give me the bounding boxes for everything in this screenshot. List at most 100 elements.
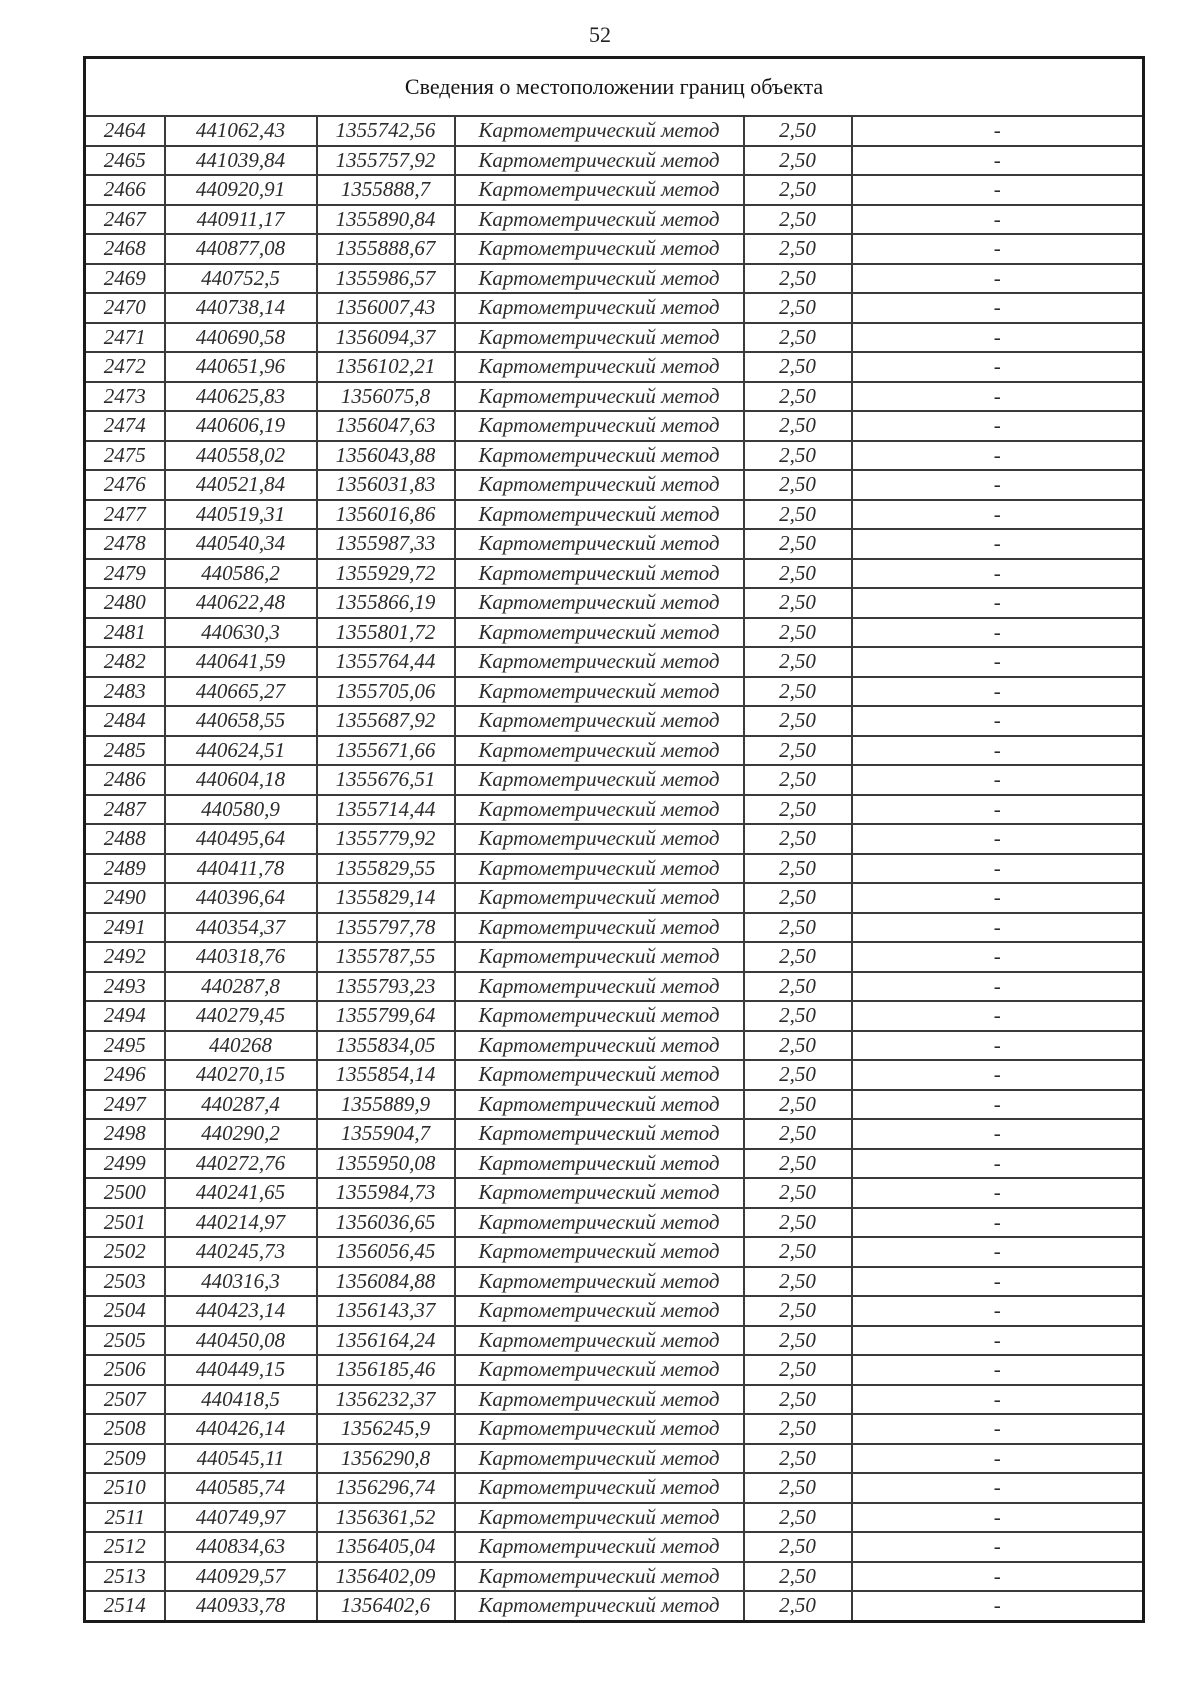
point-number-cell: 2496 — [83, 1059, 166, 1091]
method-cell: Картометрический метод — [453, 1383, 745, 1415]
dash-cell: - — [850, 1383, 1145, 1415]
x-coordinate-cell: 440651,96 — [163, 351, 318, 383]
x-coordinate-cell: 440911,17 — [163, 203, 318, 235]
x-coordinate-cell: 440449,15 — [163, 1354, 318, 1386]
x-coordinate-cell: 440287,4 — [163, 1088, 318, 1120]
dash-cell: - — [850, 1354, 1145, 1386]
point-number-cell: 2481 — [83, 616, 166, 648]
precision-cell: 2,50 — [742, 498, 853, 530]
table-row: 2490 440396,64 1355829,14 Картометрический … — [83, 882, 1145, 914]
dash-cell: - — [850, 911, 1145, 943]
method-cell: Картометрический метод — [453, 1029, 745, 1061]
precision-cell: 2,50 — [742, 793, 853, 825]
point-number-cell: 2484 — [83, 705, 166, 737]
y-coordinate-cell: 1355929,72 — [315, 557, 456, 589]
precision-cell: 2,50 — [742, 1413, 853, 1445]
y-coordinate-cell: 1355986,57 — [315, 262, 456, 294]
y-coordinate-cell: 1355779,92 — [315, 823, 456, 855]
method-cell: Картометрический метод — [453, 1354, 745, 1386]
table-row: 2501 440214,97 1356036,65 Картометрический … — [83, 1206, 1145, 1238]
y-coordinate-cell: 1355888,7 — [315, 174, 456, 206]
precision-cell: 2,50 — [742, 115, 853, 147]
dash-cell: - — [850, 203, 1145, 235]
point-number-cell: 2464 — [83, 115, 166, 147]
method-cell: Картометрический метод — [453, 1177, 745, 1209]
y-coordinate-cell: 1355889,9 — [315, 1088, 456, 1120]
dash-cell: - — [850, 1265, 1145, 1297]
method-cell: Картометрический метод — [453, 793, 745, 825]
method-cell: Картометрический метод — [453, 1472, 745, 1504]
precision-cell: 2,50 — [742, 911, 853, 943]
x-coordinate-cell: 440545,11 — [163, 1442, 318, 1474]
method-cell: Картометрический метод — [453, 1000, 745, 1032]
y-coordinate-cell: 1355829,14 — [315, 882, 456, 914]
x-coordinate-cell: 440834,63 — [163, 1531, 318, 1563]
precision-cell: 2,50 — [742, 144, 853, 176]
x-coordinate-cell: 440604,18 — [163, 764, 318, 796]
method-cell: Картометрический метод — [453, 439, 745, 471]
precision-cell: 2,50 — [742, 1354, 853, 1386]
x-coordinate-cell: 440411,78 — [163, 852, 318, 884]
y-coordinate-cell: 1356185,46 — [315, 1354, 456, 1386]
y-coordinate-cell: 1356232,37 — [315, 1383, 456, 1415]
method-cell: Картометрический метод — [453, 675, 745, 707]
x-coordinate-cell: 441039,84 — [163, 144, 318, 176]
y-coordinate-cell: 1355797,78 — [315, 911, 456, 943]
precision-cell: 2,50 — [742, 1236, 853, 1268]
table-row: 2470 440738,14 1356007,43 Картометрический … — [83, 292, 1145, 324]
dash-cell: - — [850, 852, 1145, 884]
table-row: 2502 440245,73 1356056,45 Картометрический … — [83, 1236, 1145, 1268]
table-row: 2465 441039,84 1355757,92 Картометрический … — [83, 144, 1145, 176]
point-number-cell: 2478 — [83, 528, 166, 560]
y-coordinate-cell: 1355714,44 — [315, 793, 456, 825]
point-number-cell: 2466 — [83, 174, 166, 206]
table-row: 2514 440933,78 1356402,6 Картометрический м… — [83, 1590, 1145, 1622]
point-number-cell: 2487 — [83, 793, 166, 825]
dash-cell: - — [850, 174, 1145, 206]
x-coordinate-cell: 440287,8 — [163, 970, 318, 1002]
y-coordinate-cell: 1356036,65 — [315, 1206, 456, 1238]
dash-cell: - — [850, 380, 1145, 412]
point-number-cell: 2513 — [83, 1560, 166, 1592]
y-coordinate-cell: 1355984,73 — [315, 1177, 456, 1209]
dash-cell: - — [850, 1177, 1145, 1209]
table-row: 2472 440651,96 1356102,21 Картометрический … — [83, 351, 1145, 383]
x-coordinate-cell: 440929,57 — [163, 1560, 318, 1592]
precision-cell: 2,50 — [742, 646, 853, 678]
x-coordinate-cell: 440270,15 — [163, 1059, 318, 1091]
table-row: 2504 440423,14 1356143,37 Картометрический … — [83, 1295, 1145, 1327]
method-cell: Картометрический метод — [453, 911, 745, 943]
y-coordinate-cell: 1356056,45 — [315, 1236, 456, 1268]
table-row: 2483 440665,27 1355705,06 Картометрический … — [83, 675, 1145, 707]
table-row: 2503 440316,3 1356084,88 Картометрический м… — [83, 1265, 1145, 1297]
point-number-cell: 2506 — [83, 1354, 166, 1386]
dash-cell: - — [850, 941, 1145, 973]
y-coordinate-cell: 1355764,44 — [315, 646, 456, 678]
x-coordinate-cell: 440316,3 — [163, 1265, 318, 1297]
point-number-cell: 2485 — [83, 734, 166, 766]
table-row: 2480 440622,48 1355866,19 Картометрический … — [83, 587, 1145, 619]
x-coordinate-cell: 440749,97 — [163, 1501, 318, 1533]
precision-cell: 2,50 — [742, 174, 853, 206]
x-coordinate-cell: 440920,91 — [163, 174, 318, 206]
precision-cell: 2,50 — [742, 1059, 853, 1091]
x-coordinate-cell: 440241,65 — [163, 1177, 318, 1209]
y-coordinate-cell: 1355799,64 — [315, 1000, 456, 1032]
x-coordinate-cell: 440658,55 — [163, 705, 318, 737]
table-row: 2513 440929,57 1356402,09 Картометрический … — [83, 1560, 1145, 1592]
point-number-cell: 2474 — [83, 410, 166, 442]
precision-cell: 2,50 — [742, 203, 853, 235]
method-cell: Картометрический метод — [453, 1147, 745, 1179]
x-coordinate-cell: 440318,76 — [163, 941, 318, 973]
precision-cell: 2,50 — [742, 321, 853, 353]
table-row: 2498 440290,2 1355904,7 Картометрический ме… — [83, 1118, 1145, 1150]
y-coordinate-cell: 1356084,88 — [315, 1265, 456, 1297]
method-cell: Картометрический метод — [453, 292, 745, 324]
method-cell: Картометрический метод — [453, 1501, 745, 1533]
table-row: 2507 440418,5 1356232,37 Картометрический м… — [83, 1383, 1145, 1415]
precision-cell: 2,50 — [742, 1472, 853, 1504]
table-row: 2497 440287,4 1355889,9 Картометрический ме… — [83, 1088, 1145, 1120]
point-number-cell: 2483 — [83, 675, 166, 707]
point-number-cell: 2471 — [83, 321, 166, 353]
x-coordinate-cell: 440877,08 — [163, 233, 318, 265]
